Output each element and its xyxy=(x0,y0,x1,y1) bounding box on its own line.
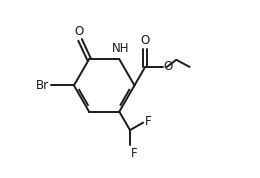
Text: O: O xyxy=(75,25,84,38)
Text: F: F xyxy=(145,115,152,128)
Text: O: O xyxy=(140,34,150,47)
Text: NH: NH xyxy=(112,42,129,55)
Text: Br: Br xyxy=(36,79,49,92)
Text: O: O xyxy=(164,61,173,74)
Text: F: F xyxy=(131,147,138,160)
